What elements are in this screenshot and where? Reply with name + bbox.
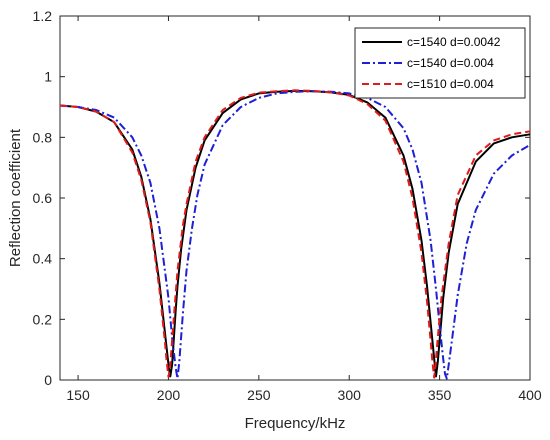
x-axis-title: Frequency/kHz [245,415,346,432]
x-tick-label: 150 [66,387,90,403]
y-tick-label: 0.8 [33,129,53,145]
y-tick-label: 0.4 [33,251,53,267]
x-tick-label: 300 [338,387,362,403]
y-tick-label: 1.2 [33,8,53,24]
y-axis-title: Reflection coefficient [7,128,24,267]
legend: c=1540 d=0.0042 c=1540 d=0.004 c=1510 d=… [354,27,526,99]
x-tick-label: 350 [428,387,452,403]
ticks-layer: 150 200 250 300 350 400 0 0.2 0.4 0.6 0.8 1 1.2 [33,8,542,403]
legend-label-series-3: c=1510 d=0.004 [407,77,494,91]
y-tick-label: 0.6 [33,190,53,206]
legend-label-series-2: c=1540 d=0.004 [407,56,494,70]
series-layer [59,89,531,380]
x-tick-label: 400 [518,387,542,403]
y-tick-label: 1 [44,69,52,85]
series-line-2 [59,90,531,380]
x-tick-label: 200 [157,387,181,403]
series-line-3 [59,89,531,379]
legend-label-series-1: c=1540 d=0.0042 [407,35,501,49]
x-tick-label: 250 [247,387,271,403]
y-tick-label: 0.2 [33,311,53,327]
y-tick-label: 0 [44,372,52,388]
